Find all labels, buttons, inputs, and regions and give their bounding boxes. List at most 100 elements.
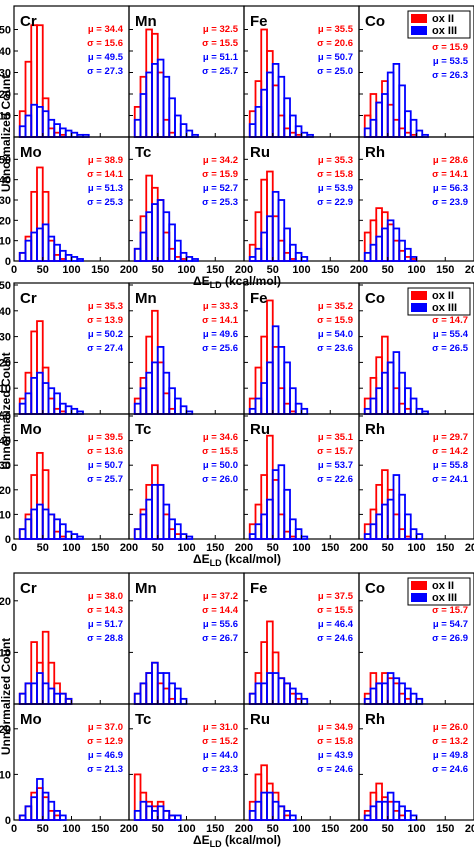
panel-mn: Mn μ = 37.2 σ = 14.4 μ = 55.6 σ = 26.7 xyxy=(128,572,245,705)
x-axis-label: ΔELD (kcal/mol) xyxy=(193,552,281,568)
y-tick-label: 10 xyxy=(0,509,11,521)
bar-ox3 xyxy=(300,256,309,262)
stat-mu2: μ = 39.5 xyxy=(88,432,124,443)
y-tick-label: 30 xyxy=(0,195,11,207)
stat-s2: σ = 14.1 xyxy=(432,169,469,180)
x-tick-label: 200 xyxy=(235,542,253,554)
stat-mu3: μ = 49.6 xyxy=(203,329,238,340)
histogram-block-1: Cr μ = 34.4 σ = 15.6 μ = 49.5 σ = 27.3 10 20 30… xyxy=(0,5,474,290)
stat-mu3: μ = 53.9 xyxy=(318,183,353,194)
metal-label: Co xyxy=(365,290,385,307)
x-tick-label: 200 xyxy=(350,823,368,835)
stat-mu3: μ = 49.5 xyxy=(88,52,124,63)
y-tick-label: 20 xyxy=(0,596,11,608)
stat-s2: σ = 14.4 xyxy=(202,605,239,616)
y-tick-label: 0 xyxy=(5,534,11,546)
y-tick-label: 10 xyxy=(0,383,11,395)
bar-ox3 xyxy=(415,533,424,540)
y-tick-label: 10 xyxy=(0,647,11,659)
panel-fe: Fe μ = 37.5 σ = 15.5 μ = 46.4 σ = 24.6 xyxy=(243,572,360,705)
x-tick-label: 200 xyxy=(235,264,253,276)
x-tick-label: 50 xyxy=(152,264,164,276)
stat-s3: σ = 26.5 xyxy=(432,343,469,354)
x-tick-label: 50 xyxy=(382,823,394,835)
x-axis-label-subscript: LD xyxy=(210,839,222,849)
stat-mu2: μ = 35.2 xyxy=(318,301,353,312)
histogram-block-3: Cr μ = 38.0 σ = 14.3 μ = 51.7 σ = 28.8 10 20 Mn… xyxy=(0,572,474,849)
legend-swatch-ox2 xyxy=(411,14,427,23)
metal-label: Cr xyxy=(20,13,37,30)
stat-s2: σ = 15.7 xyxy=(317,446,353,457)
y-tick-label: 20 xyxy=(0,724,11,736)
stat-mu3: μ = 52.7 xyxy=(203,183,238,194)
x-tick-label: 200 xyxy=(235,823,253,835)
stat-mu3: μ = 55.4 xyxy=(433,329,469,340)
stat-s2: σ = 15.6 xyxy=(87,38,123,49)
bar-ox3 xyxy=(300,697,309,705)
bar-ox3 xyxy=(289,814,297,821)
panel-rh: Rh μ = 26.0 σ = 13.2 μ = 49.8 σ = 24.6 50 100 1… xyxy=(358,703,474,835)
legend-label: ox II xyxy=(432,580,454,592)
metal-label: Rh xyxy=(365,144,385,161)
x-tick-label: 150 xyxy=(321,264,339,276)
stat-mu3: μ = 56.3 xyxy=(433,183,468,194)
stat-s2: σ = 13.9 xyxy=(87,315,123,326)
stat-mu2: μ = 31.0 xyxy=(203,722,238,733)
stat-mu3: μ = 50.7 xyxy=(88,460,123,471)
y-tick-label: 50 xyxy=(0,25,11,37)
metal-label: Ru xyxy=(250,144,270,161)
stat-s3: σ = 22.9 xyxy=(317,197,353,208)
y-tick-label: 40 xyxy=(0,306,11,318)
stat-mu3: μ = 50.0 xyxy=(203,460,238,471)
y-tick-label: 20 xyxy=(0,357,11,369)
x-tick-label: 50 xyxy=(382,264,394,276)
x-tick-label: 100 xyxy=(407,542,425,554)
panel-tc: Tc μ = 31.0 σ = 15.2 μ = 44.0 σ = 23.3 50 100 1… xyxy=(128,703,253,835)
metal-label: Co xyxy=(365,580,385,597)
x-tick-label: 150 xyxy=(436,823,454,835)
x-tick-label: 50 xyxy=(267,264,279,276)
bar-ox3 xyxy=(179,697,188,705)
bar-ox3 xyxy=(300,535,309,540)
stat-mu3: μ = 49.8 xyxy=(433,750,468,761)
panel-mn: Mn μ = 32.5 σ = 15.5 μ = 51.1 σ = 25.7 xyxy=(128,5,245,138)
stat-s2: σ = 13.2 xyxy=(432,736,468,747)
stat-s3: σ = 26.3 xyxy=(432,70,468,81)
stat-mu3: μ = 55.6 xyxy=(203,619,238,630)
legend-swatch-ox2 xyxy=(411,291,427,300)
x-tick-label: 100 xyxy=(177,823,195,835)
metal-label: Cr xyxy=(20,290,37,307)
x-tick-label: 200 xyxy=(120,264,138,276)
panel-tc: Tc μ = 34.2 σ = 15.9 μ = 52.7 σ = 25.3 50 100 1… xyxy=(128,136,253,276)
legend-swatch-ox3 xyxy=(411,26,427,35)
stat-s3: σ = 25.3 xyxy=(87,197,123,208)
x-axis-label-main: ΔE xyxy=(193,274,210,288)
stat-mu2: μ = 33.3 xyxy=(203,301,238,312)
x-axis-label-unit: (kcal/mol) xyxy=(222,274,281,288)
x-tick-label: 100 xyxy=(407,264,425,276)
stat-mu3: μ = 53.5 xyxy=(433,56,469,67)
stat-s3: σ = 25.7 xyxy=(87,474,123,485)
stat-s2: σ = 15.9 xyxy=(317,315,353,326)
stat-mu2: μ = 29.7 xyxy=(433,432,468,443)
x-tick-label: 0 xyxy=(11,542,17,554)
bar-ox3 xyxy=(76,535,84,540)
x-tick-label: 150 xyxy=(436,264,454,276)
stat-s3: σ = 23.6 xyxy=(317,343,353,354)
y-axis-label: Unnormalized Count xyxy=(0,352,13,469)
x-tick-label: 150 xyxy=(206,823,224,835)
stat-mu2: μ = 32.5 xyxy=(203,24,239,35)
stat-mu2: μ = 37.0 xyxy=(88,722,123,733)
stat-mu2: μ = 37.2 xyxy=(203,591,238,602)
y-tick-label: 40 xyxy=(0,175,11,187)
stat-mu3: μ = 55.8 xyxy=(433,460,468,471)
metal-label: Mn xyxy=(135,580,157,597)
stat-s3: σ = 25.0 xyxy=(317,66,353,77)
stat-s2: σ = 14.1 xyxy=(87,169,124,180)
panel-mo: Mo μ = 37.0σ = 12.9μ = 46.9σ = 21.3010200… xyxy=(0,703,138,835)
stat-s3: σ = 26.0 xyxy=(202,474,238,485)
metal-label: Mo xyxy=(20,144,42,161)
bar-ox3 xyxy=(174,239,182,262)
panel-ru: Ru μ = 34.9 σ = 15.8 μ = 43.9 σ = 24.6 50 100 1… xyxy=(243,703,368,835)
